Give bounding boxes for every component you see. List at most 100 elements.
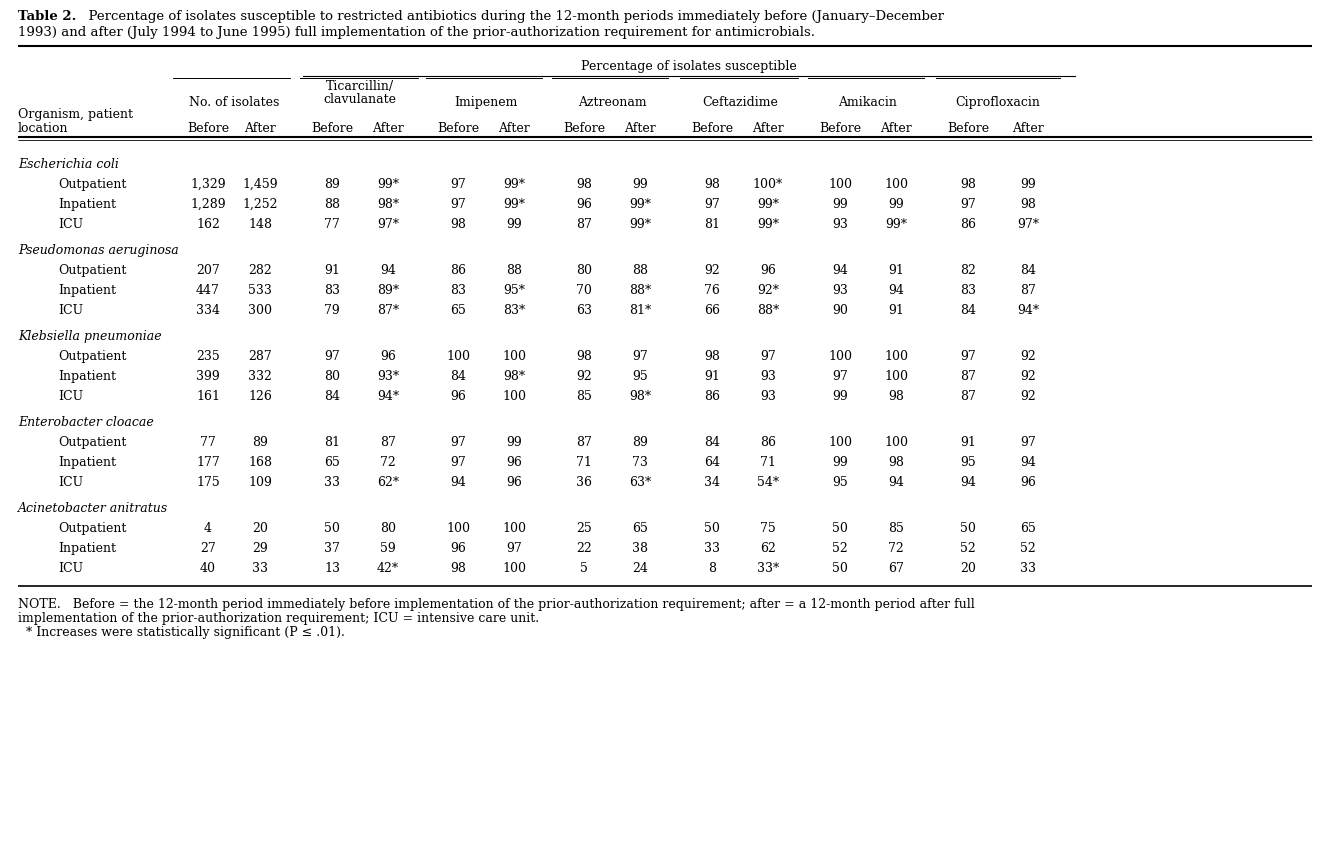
Text: 71: 71: [759, 456, 775, 469]
Text: 82: 82: [960, 264, 976, 277]
Text: 100: 100: [884, 350, 908, 363]
Text: 100: 100: [829, 436, 853, 449]
Text: Organism, patient: Organism, patient: [19, 108, 133, 121]
Text: 99*: 99*: [503, 198, 525, 211]
Text: 93: 93: [833, 284, 849, 297]
Text: 81: 81: [704, 218, 720, 231]
Text: 96: 96: [505, 476, 521, 489]
Text: 126: 126: [249, 390, 271, 403]
Text: Outpatient: Outpatient: [59, 178, 126, 191]
Text: 91: 91: [888, 264, 904, 277]
Text: 97: 97: [1020, 436, 1036, 449]
Text: 98: 98: [704, 350, 720, 363]
Text: 99: 99: [1020, 178, 1036, 191]
Text: 8: 8: [708, 562, 716, 575]
Text: 88: 88: [505, 264, 521, 277]
Text: 95*: 95*: [503, 284, 525, 297]
Text: 62*: 62*: [376, 476, 399, 489]
Text: 93*: 93*: [376, 370, 399, 383]
Text: Klebsiella pneumoniae: Klebsiella pneumoniae: [19, 330, 162, 343]
Text: 96: 96: [759, 264, 775, 277]
Text: After: After: [624, 122, 656, 135]
Text: Enterobacter cloacae: Enterobacter cloacae: [19, 416, 154, 429]
Text: 97: 97: [450, 456, 465, 469]
Text: 50: 50: [833, 522, 849, 535]
Text: Inpatient: Inpatient: [59, 284, 116, 297]
Text: 98*: 98*: [629, 390, 652, 403]
Text: 100: 100: [501, 350, 525, 363]
Text: 94: 94: [888, 284, 904, 297]
Text: Before: Before: [947, 122, 990, 135]
Text: 20: 20: [253, 522, 267, 535]
Text: 175: 175: [196, 476, 219, 489]
Text: 100: 100: [829, 350, 853, 363]
Text: 89: 89: [325, 178, 340, 191]
Text: Inpatient: Inpatient: [59, 370, 116, 383]
Text: 89: 89: [632, 436, 648, 449]
Text: 63: 63: [576, 304, 592, 317]
Text: 84: 84: [704, 436, 720, 449]
Text: clavulanate: clavulanate: [323, 93, 396, 106]
Text: 33: 33: [704, 542, 720, 555]
Text: 94: 94: [380, 264, 396, 277]
Text: 91: 91: [960, 436, 976, 449]
Text: Ticarcillin/: Ticarcillin/: [326, 80, 394, 93]
Text: 54*: 54*: [757, 476, 779, 489]
Text: 83: 83: [325, 284, 340, 297]
Text: 36: 36: [576, 476, 592, 489]
Text: 447: 447: [196, 284, 219, 297]
Text: 1,289: 1,289: [190, 198, 226, 211]
Text: After: After: [245, 122, 275, 135]
Text: Before: Before: [563, 122, 605, 135]
Text: 86: 86: [450, 264, 465, 277]
Text: 99: 99: [507, 436, 521, 449]
Text: 27: 27: [200, 542, 215, 555]
Text: 96: 96: [450, 390, 465, 403]
Text: 85: 85: [576, 390, 592, 403]
Text: 161: 161: [196, 390, 219, 403]
Text: 100: 100: [884, 436, 908, 449]
Text: 76: 76: [704, 284, 720, 297]
Text: 87: 87: [960, 370, 976, 383]
Text: 84: 84: [325, 390, 340, 403]
Text: ICU: ICU: [59, 304, 82, 317]
Text: 91: 91: [888, 304, 904, 317]
Text: 300: 300: [247, 304, 273, 317]
Text: 148: 148: [247, 218, 273, 231]
Text: Before: Before: [692, 122, 733, 135]
Text: Table 2.: Table 2.: [19, 10, 76, 23]
Text: 1,459: 1,459: [242, 178, 278, 191]
Text: 96: 96: [450, 542, 465, 555]
Text: 97*: 97*: [376, 218, 399, 231]
Text: 64: 64: [704, 456, 720, 469]
Text: 91: 91: [325, 264, 340, 277]
Text: 98: 98: [576, 350, 592, 363]
Text: 62: 62: [759, 542, 775, 555]
Text: 94: 94: [888, 476, 904, 489]
Text: 84: 84: [960, 304, 976, 317]
Text: 97*: 97*: [1017, 218, 1039, 231]
Text: Outpatient: Outpatient: [59, 436, 126, 449]
Text: 65: 65: [1020, 522, 1036, 535]
Text: After: After: [880, 122, 912, 135]
Text: 4: 4: [203, 522, 211, 535]
Text: 99*: 99*: [376, 178, 399, 191]
Text: 98: 98: [1020, 198, 1036, 211]
Text: 95: 95: [833, 476, 849, 489]
Text: 96: 96: [380, 350, 396, 363]
Text: 100: 100: [829, 178, 853, 191]
Text: location: location: [19, 122, 69, 135]
Text: Ciprofloxacin: Ciprofloxacin: [955, 96, 1040, 109]
Text: 80: 80: [576, 264, 592, 277]
Text: 72: 72: [888, 542, 904, 555]
Text: 75: 75: [761, 522, 775, 535]
Text: 162: 162: [196, 218, 219, 231]
Text: 97: 97: [960, 198, 976, 211]
Text: 94: 94: [833, 264, 849, 277]
Text: 81*: 81*: [629, 304, 652, 317]
Text: 65: 65: [325, 456, 340, 469]
Text: 50: 50: [704, 522, 720, 535]
Text: 98: 98: [888, 390, 904, 403]
Text: 98: 98: [450, 562, 465, 575]
Text: Outpatient: Outpatient: [59, 264, 126, 277]
